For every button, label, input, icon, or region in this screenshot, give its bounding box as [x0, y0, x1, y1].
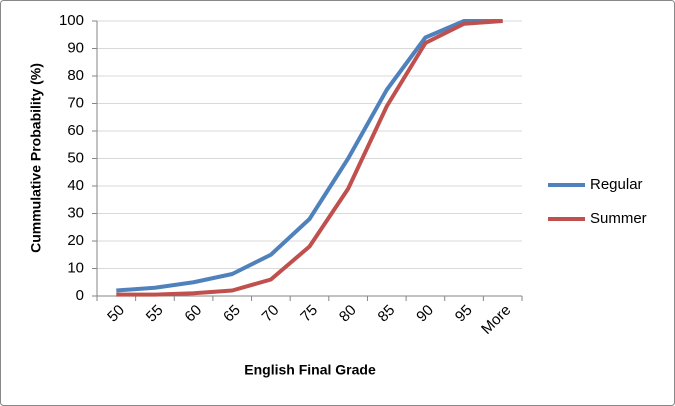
y-tick-label: 50	[67, 149, 84, 166]
y-tick-label: 80	[67, 67, 84, 84]
y-tick-label: 60	[67, 122, 84, 139]
y-tick-label: 0	[76, 287, 84, 304]
y-tick-label: 90	[67, 39, 84, 56]
y-tick-label: 70	[67, 94, 84, 111]
y-tick-label: 20	[67, 232, 84, 249]
y-tick-label: 30	[67, 204, 84, 221]
y-tick-label: 100	[59, 12, 84, 29]
series-line	[116, 19, 503, 293]
y-axis-title: Cummulative Probability (%)	[28, 63, 44, 253]
series-line	[116, 19, 503, 297]
legend-label: Regular	[590, 176, 643, 193]
legend-label: Summer	[590, 210, 647, 227]
x-axis-title: English Final Grade	[244, 362, 376, 378]
y-tick-label: 40	[67, 177, 84, 194]
y-tick-label: 10	[67, 259, 84, 276]
